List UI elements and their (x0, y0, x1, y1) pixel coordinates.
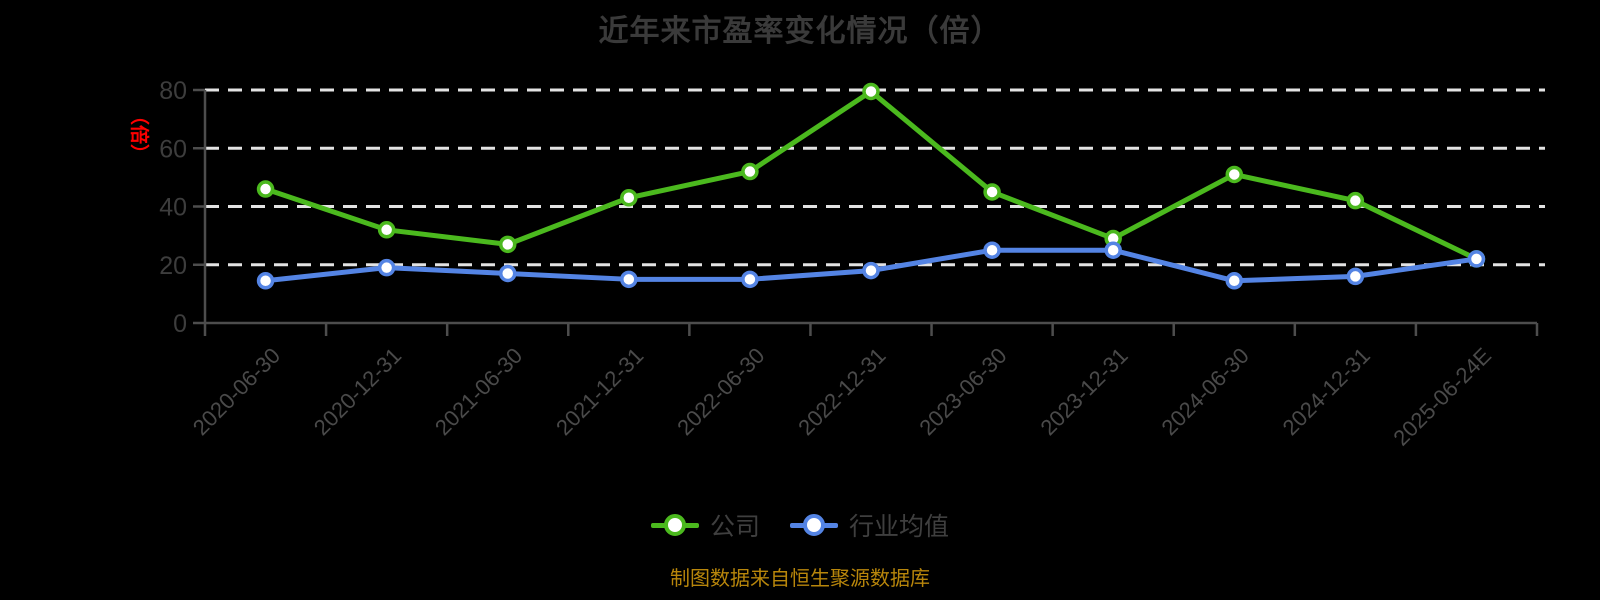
industry-point (377, 258, 396, 277)
x-tick-label: 2023-12-31 (1035, 343, 1132, 440)
company-point (983, 183, 1001, 201)
industry-legend-marker-icon (790, 513, 838, 537)
x-tick-label: 2021-12-31 (551, 343, 648, 440)
company-point (1346, 191, 1365, 210)
legend-item-industry[interactable]: 行业均值 (790, 507, 949, 543)
y-tick-label: 40 (159, 194, 187, 222)
legend: 公司 行业均值 (0, 507, 1600, 543)
source-note: 制图数据来自恒生聚源数据库 (670, 568, 930, 590)
company-point (1225, 165, 1244, 184)
x-tick-label: 2024-12-31 (1278, 343, 1375, 440)
industry-point (1225, 272, 1244, 290)
y-tick-label: 0 (173, 310, 187, 338)
company-point (498, 235, 517, 254)
x-tick-label: 2024-06-30 (1157, 343, 1254, 440)
industry-point (862, 261, 880, 280)
industry-point (741, 270, 759, 289)
company-line (263, 88, 1479, 262)
industry-legend-label: 行业均值 (849, 513, 950, 541)
company-legend-label: 公司 (709, 513, 760, 541)
industry-point (256, 272, 275, 290)
industry-point (1346, 267, 1365, 286)
company-point (256, 180, 275, 198)
x-tick-label: 2021-06-30 (430, 343, 527, 440)
industry-point (498, 264, 517, 283)
industry-point (983, 241, 1001, 259)
x-tick-label: 2022-12-31 (793, 343, 890, 440)
x-tick-label: 2020-12-31 (309, 343, 406, 440)
x-tick-label: 2025-06-24E (1388, 343, 1496, 451)
company-point (377, 221, 396, 239)
company-point (620, 189, 638, 207)
x-tick-label: 2022-06-30 (672, 343, 769, 440)
company-point (862, 82, 880, 101)
chart-title: 近年来市盈率变化情况（倍） (598, 15, 1002, 48)
company-legend-marker-icon (650, 513, 699, 537)
x-tick-label: 2020-06-30 (188, 343, 285, 440)
y-tick-label: 60 (159, 135, 187, 163)
industry-point (1467, 250, 1486, 268)
industry-point (1104, 241, 1122, 259)
x-tick-label: 2023-06-30 (914, 343, 1011, 440)
industry-point (620, 270, 638, 289)
legend-item-company[interactable]: 公司 (650, 507, 760, 543)
y-tick-label: 80 (159, 77, 187, 105)
company-point (741, 162, 759, 181)
y-tick-label: 20 (159, 252, 187, 280)
